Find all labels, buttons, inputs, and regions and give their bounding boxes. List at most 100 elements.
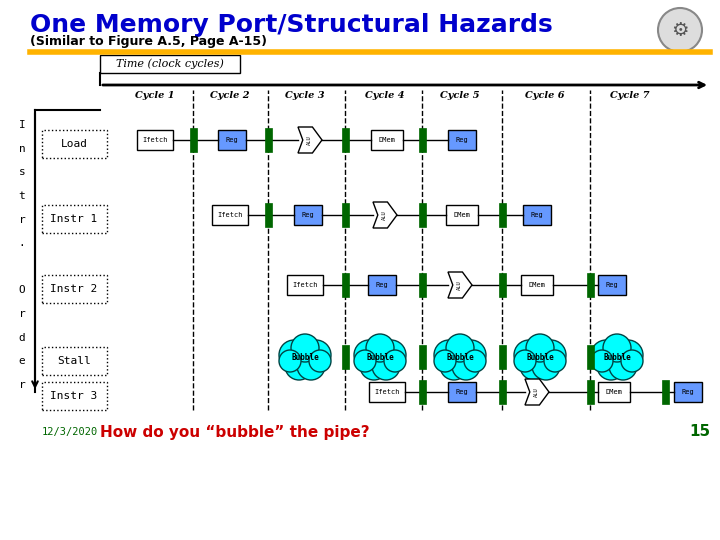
Circle shape [544, 350, 566, 372]
Circle shape [285, 352, 313, 380]
Circle shape [532, 352, 560, 380]
Text: Cycle 1: Cycle 1 [135, 91, 175, 99]
Circle shape [366, 334, 394, 362]
Text: Ifetch: Ifetch [374, 389, 400, 395]
Text: DMem: DMem [606, 389, 623, 395]
Circle shape [285, 337, 325, 377]
Text: Bubble: Bubble [446, 353, 474, 361]
Text: Ifetch: Ifetch [292, 282, 318, 288]
Text: Instr 3: Instr 3 [50, 391, 98, 401]
Circle shape [360, 337, 400, 377]
FancyBboxPatch shape [341, 345, 348, 369]
FancyBboxPatch shape [598, 382, 630, 402]
Circle shape [520, 337, 560, 377]
Text: Ifetch: Ifetch [217, 212, 243, 218]
FancyBboxPatch shape [371, 130, 403, 150]
Text: One Memory Port/Structural Hazards: One Memory Port/Structural Hazards [30, 13, 553, 37]
Text: Bubble: Bubble [366, 353, 394, 361]
FancyBboxPatch shape [369, 382, 405, 402]
Circle shape [440, 337, 480, 377]
Text: DMem: DMem [454, 212, 470, 218]
FancyBboxPatch shape [662, 380, 668, 404]
Circle shape [597, 352, 625, 380]
Text: t: t [19, 191, 25, 201]
Text: Bubble: Bubble [291, 353, 319, 361]
FancyBboxPatch shape [587, 380, 593, 404]
FancyBboxPatch shape [341, 203, 348, 227]
Circle shape [514, 350, 536, 372]
Text: r: r [19, 309, 25, 319]
Circle shape [446, 334, 474, 362]
Text: e: e [19, 356, 25, 366]
FancyBboxPatch shape [418, 345, 426, 369]
Polygon shape [298, 127, 322, 153]
Text: d: d [19, 333, 25, 343]
Text: 15: 15 [690, 424, 711, 440]
FancyBboxPatch shape [264, 128, 271, 152]
Circle shape [609, 352, 637, 380]
Text: ALU: ALU [307, 135, 312, 145]
Circle shape [452, 352, 480, 380]
FancyBboxPatch shape [418, 128, 426, 152]
Text: r: r [19, 214, 25, 225]
Text: n: n [19, 144, 25, 154]
FancyBboxPatch shape [448, 130, 476, 150]
Circle shape [291, 334, 319, 362]
Text: Instr 2: Instr 2 [50, 284, 98, 294]
FancyBboxPatch shape [418, 380, 426, 404]
Text: ALU: ALU [382, 210, 387, 220]
FancyBboxPatch shape [587, 273, 593, 297]
Text: Reg: Reg [456, 137, 469, 143]
FancyBboxPatch shape [598, 275, 626, 295]
Text: Reg: Reg [302, 212, 315, 218]
Text: (Similar to Figure A.5, Page A-15): (Similar to Figure A.5, Page A-15) [30, 36, 267, 49]
Text: Cycle 2: Cycle 2 [210, 91, 250, 99]
FancyBboxPatch shape [418, 203, 426, 227]
Polygon shape [525, 379, 549, 405]
FancyBboxPatch shape [368, 275, 396, 295]
Circle shape [536, 340, 566, 370]
Circle shape [591, 340, 621, 370]
Text: s: s [19, 167, 25, 177]
Circle shape [658, 8, 702, 52]
Circle shape [440, 352, 468, 380]
Circle shape [603, 334, 631, 362]
Text: ALU: ALU [534, 387, 539, 397]
Text: I: I [19, 120, 25, 130]
Text: Reg: Reg [606, 282, 618, 288]
Text: Instr 1: Instr 1 [50, 214, 98, 224]
Text: Time (clock cycles): Time (clock cycles) [116, 59, 224, 69]
FancyBboxPatch shape [498, 380, 505, 404]
Text: Stall: Stall [57, 356, 91, 366]
Circle shape [309, 350, 331, 372]
FancyBboxPatch shape [42, 347, 107, 375]
Circle shape [591, 350, 613, 372]
Circle shape [434, 350, 456, 372]
FancyBboxPatch shape [42, 382, 107, 410]
Circle shape [384, 350, 406, 372]
FancyBboxPatch shape [341, 273, 348, 297]
Text: Cycle 5: Cycle 5 [440, 91, 480, 99]
FancyBboxPatch shape [42, 275, 107, 303]
FancyBboxPatch shape [137, 130, 173, 150]
FancyBboxPatch shape [100, 55, 240, 73]
Circle shape [434, 340, 464, 370]
FancyBboxPatch shape [42, 130, 107, 158]
Text: Reg: Reg [225, 137, 238, 143]
Text: Cycle 4: Cycle 4 [365, 91, 405, 99]
Text: Cycle 3: Cycle 3 [285, 91, 325, 99]
Text: Bubble: Bubble [526, 353, 554, 361]
FancyBboxPatch shape [498, 345, 505, 369]
Text: .: . [19, 238, 25, 248]
Text: ALU: ALU [456, 280, 462, 290]
Text: How do you “bubble” the pipe?: How do you “bubble” the pipe? [100, 424, 369, 440]
Circle shape [613, 340, 643, 370]
Circle shape [526, 334, 554, 362]
Circle shape [354, 340, 384, 370]
FancyBboxPatch shape [498, 203, 505, 227]
Circle shape [360, 352, 388, 380]
Circle shape [514, 340, 544, 370]
Text: DMem: DMem [379, 137, 395, 143]
Circle shape [301, 340, 331, 370]
Circle shape [621, 350, 643, 372]
